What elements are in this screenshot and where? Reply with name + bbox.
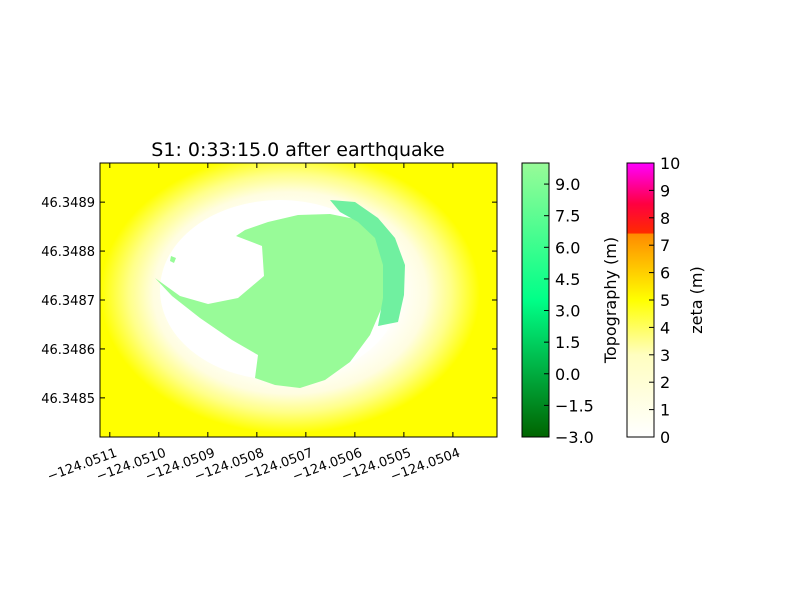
zeta-colorbar-tick: 7 xyxy=(660,236,670,255)
topography-colorbar-tick: 1.5 xyxy=(555,333,580,352)
chart-title: S1: 0:33:15.0 after earthquake xyxy=(151,139,444,161)
zeta-colorbar-tick: 2 xyxy=(660,373,670,392)
zeta-colorbar-tick: 8 xyxy=(660,209,670,228)
topography-colorbar-tick: 0.0 xyxy=(555,365,580,384)
zeta-colorbar-tick: 5 xyxy=(660,291,670,310)
topography-spit xyxy=(170,256,176,263)
topography-crescent xyxy=(330,200,405,326)
topography-colorbar-tick: −3.0 xyxy=(555,428,594,447)
topography-colorbar: −3.0 −1.5 0.0 1.5 3.0 4.5 6.0 7.5 9.0 Topography… xyxy=(521,162,620,447)
y-tick-label: 46.3485 xyxy=(41,392,95,407)
y-axis: 46.3489 46.3488 46.3487 46.3486 46.3485 xyxy=(41,196,497,407)
topography-colorbar-tick: 7.5 xyxy=(555,207,580,226)
zeta-colorbar-tick: 4 xyxy=(660,318,670,337)
zeta-colorbar-tick: 10 xyxy=(660,154,680,173)
topography-colorbar-tick: −1.5 xyxy=(555,396,594,415)
zeta-colorbar-tick: 6 xyxy=(660,264,670,283)
topography-colorbar-tick: 3.0 xyxy=(555,302,580,321)
y-tick-label: 46.3489 xyxy=(41,196,95,211)
y-tick-label: 46.3486 xyxy=(41,343,95,358)
zeta-colorbar-tick: 0 xyxy=(660,428,670,447)
topography-colorbar-label: Topography (m) xyxy=(601,237,620,364)
zeta-colorbar-tick: 1 xyxy=(660,401,670,420)
heatmap-plot-area xyxy=(100,163,497,437)
topography-colorbar-bar xyxy=(521,162,550,438)
zeta-colorbar-label: zeta (m) xyxy=(687,266,706,333)
y-tick-label: 46.3488 xyxy=(41,245,95,260)
zeta-colorbar-tick: 9 xyxy=(660,181,670,200)
zeta-colorbar-tick: 3 xyxy=(660,346,670,365)
y-tick-label: 46.3487 xyxy=(41,294,95,309)
topography-colorbar-tick: 4.5 xyxy=(555,270,580,289)
topography-colorbar-tick: 9.0 xyxy=(555,175,580,194)
topography-colorbar-tick: 6.0 xyxy=(555,238,580,257)
zeta-colorbar: 0 1 2 3 4 5 6 7 8 9 10 zeta (m) xyxy=(626,154,706,447)
topography-island xyxy=(155,214,388,388)
